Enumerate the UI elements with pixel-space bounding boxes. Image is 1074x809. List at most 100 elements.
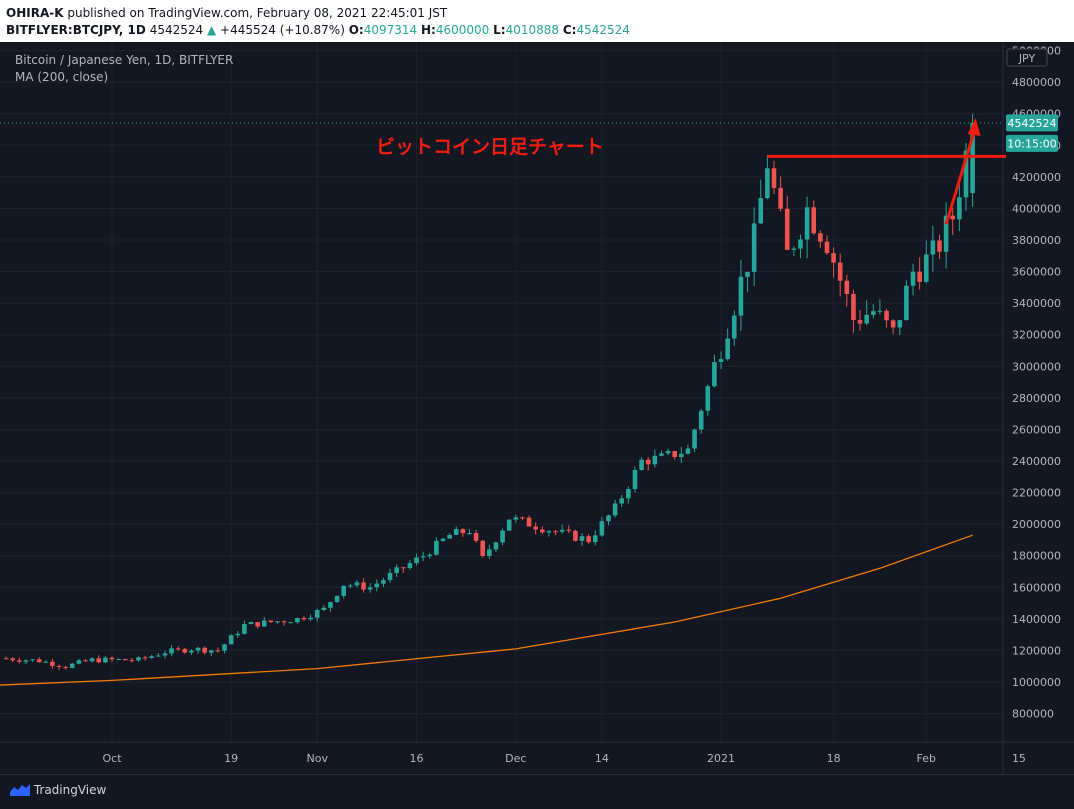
candle-down: [122, 659, 128, 661]
candle-up: [957, 197, 962, 220]
bar-countdown: 10:15:00: [1007, 137, 1056, 150]
candle-up: [758, 198, 764, 224]
candle-down: [586, 536, 591, 543]
candle-up: [288, 622, 294, 624]
time-tick-label: 19: [224, 752, 238, 765]
last-price: 4542524: [149, 23, 204, 37]
candle-up: [897, 320, 903, 328]
time-tick-label: 15: [1012, 752, 1026, 765]
price-tick-label: 3600000: [1012, 266, 1061, 279]
candle-up: [910, 271, 916, 286]
candle-down: [129, 660, 135, 662]
candle-up: [328, 602, 333, 608]
candle-down: [645, 459, 651, 465]
chart-title: Bitcoin / Japanese Yen, 1D, BITFLYER: [15, 53, 233, 67]
candle-up: [374, 583, 380, 588]
candle-up: [248, 622, 254, 625]
candle-up: [427, 554, 433, 557]
candle-up: [242, 624, 247, 634]
price-tick-label: 1000000: [1012, 676, 1061, 689]
tradingview-icon: [10, 784, 30, 796]
price-tick-label: 2200000: [1012, 487, 1061, 500]
price-tick-label: 3400000: [1012, 297, 1061, 310]
candle-up: [745, 271, 750, 277]
tradingview-logo[interactable]: TradingView: [10, 783, 106, 797]
candle-down: [473, 533, 479, 541]
candle-down: [818, 233, 823, 242]
candle-up: [136, 657, 141, 661]
candle-up: [103, 657, 108, 663]
price-change: +445524 (+10.87%): [220, 23, 345, 37]
candle-down: [566, 529, 572, 531]
candle-up: [89, 658, 95, 662]
price-tick-label: 1800000: [1012, 550, 1061, 563]
candle-up: [169, 648, 174, 654]
candle-down: [784, 208, 790, 250]
candle-up: [619, 498, 625, 504]
candle-up: [453, 529, 459, 535]
candle-up: [685, 448, 691, 454]
candle-up: [228, 635, 234, 645]
candle-up: [725, 338, 730, 360]
candle-up: [493, 542, 499, 550]
candle-up: [414, 557, 419, 564]
countdown-box: [1006, 134, 1058, 152]
candle-up: [579, 536, 585, 541]
time-tick-label: 14: [595, 752, 609, 765]
candle-down: [890, 320, 896, 328]
currency-badge[interactable]: [1006, 48, 1048, 67]
candle-up: [871, 311, 876, 315]
price-tick-label: 4000000: [1012, 202, 1061, 215]
candle-up: [705, 386, 711, 411]
open-label: O:: [348, 23, 364, 37]
candle-up: [791, 248, 797, 250]
time-tick-label: Nov: [306, 752, 328, 765]
candle-down: [215, 650, 221, 652]
candle-down: [844, 280, 850, 295]
time-tick-label: 2021: [707, 752, 735, 765]
candle-down: [771, 168, 777, 188]
candle-up: [487, 549, 492, 556]
candle-up: [798, 239, 803, 249]
price-chart[interactable]: 800000 1000000 1200000 1400000 1600000 180000…: [0, 42, 1074, 774]
candle-up: [308, 617, 313, 620]
publish-header: OHIRA-K published on TradingView.com, Fe…: [0, 0, 1074, 42]
time-axis-labels: Oct 19 Nov 16 Dec 14 2021 18 Feb 15: [102, 752, 1025, 765]
candle-down: [255, 622, 260, 627]
time-tick-label: 16: [410, 752, 424, 765]
candle-up: [162, 653, 168, 656]
candle-up: [500, 530, 505, 543]
breakout-arrow: [944, 118, 981, 225]
candle-down: [672, 451, 677, 458]
candle-up: [506, 519, 512, 531]
candle-down: [268, 620, 274, 623]
candle-up: [751, 223, 757, 272]
price-tick-label: 800000: [1012, 708, 1054, 721]
candle-down: [202, 647, 207, 653]
candle-up: [440, 538, 446, 541]
candle-up: [731, 315, 737, 339]
candle-down: [109, 657, 115, 660]
candle-up: [434, 540, 439, 555]
price-axis[interactable]: [1003, 42, 1074, 774]
candle-down: [3, 658, 9, 660]
candle-up: [718, 359, 724, 363]
ohlc-line: BITFLYER:BTCJPY, 1D 4542524 ▲ +445524 (+…: [6, 23, 630, 37]
author-name[interactable]: OHIRA-K: [6, 6, 64, 20]
candle-up: [275, 621, 280, 623]
candle-down: [553, 531, 558, 533]
open-value: 4097314: [363, 23, 418, 37]
publish-line: OHIRA-K published on TradingView.com, Fe…: [6, 6, 447, 20]
candle-down: [175, 648, 181, 650]
candle-up: [381, 580, 386, 584]
last-price-tag: 4542524: [1008, 117, 1057, 130]
candle-down: [837, 262, 843, 281]
candle-up: [209, 650, 214, 653]
price-tick-label: 2000000: [1012, 518, 1061, 531]
indicator-label[interactable]: MA (200, close): [15, 70, 108, 84]
candle-down: [533, 526, 538, 530]
time-tick-label: Oct: [102, 752, 122, 765]
candle-down: [480, 540, 486, 556]
candle-up: [314, 610, 320, 618]
